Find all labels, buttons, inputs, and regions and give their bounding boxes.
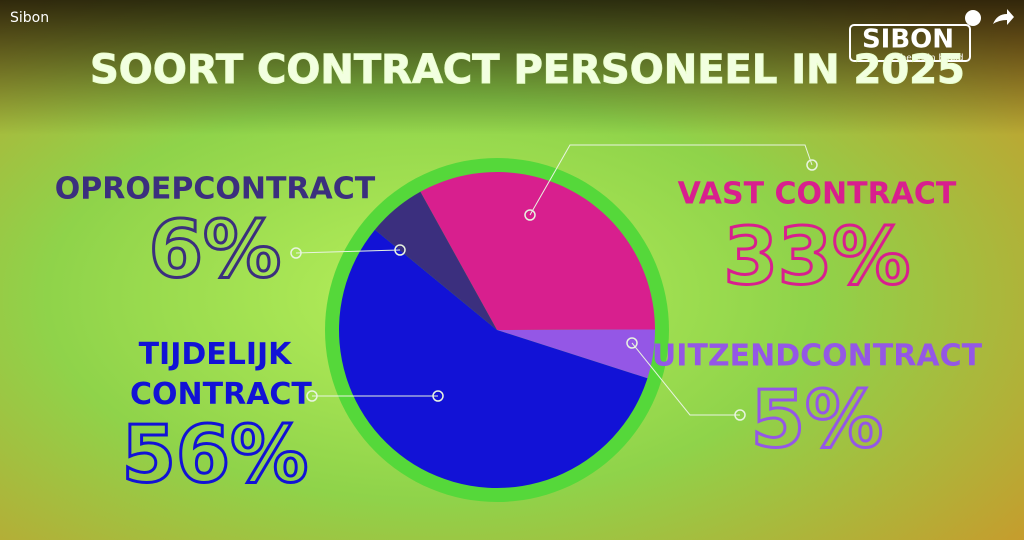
logo-tagline: beter in beeld — [901, 54, 964, 64]
chart-title: SOORT CONTRACT PERSONEEL IN 2025 — [90, 47, 965, 93]
leader-line — [631, 342, 740, 416]
pie-slice — [420, 172, 655, 330]
leader-dot — [524, 209, 536, 221]
leader-dot — [306, 390, 318, 402]
logo: SIBON — [862, 25, 954, 55]
leader-dot — [432, 390, 444, 402]
leader-dot — [290, 247, 302, 259]
category-label-box: TIJDELIJK CONTRACT — [130, 337, 312, 412]
category-label: OPROEPCONTRACT — [55, 172, 376, 207]
watch-later-icon[interactable] — [965, 10, 981, 26]
share-icon[interactable] — [993, 9, 1014, 25]
leader-dot — [394, 244, 406, 256]
pie-slice — [339, 229, 648, 488]
leader-dot — [806, 159, 818, 171]
pie-slice — [497, 329, 655, 379]
leader-line — [295, 249, 401, 254]
leader-dot — [626, 337, 638, 349]
value-label: 33% — [724, 212, 911, 302]
category-label: UITZENDCONTRACT — [652, 339, 983, 374]
logo-frame — [849, 24, 971, 62]
category-label: TIJDELIJK CONTRACT — [130, 337, 312, 412]
value-label: 6% — [149, 205, 281, 295]
value-label: 5% — [751, 375, 883, 465]
channel-name[interactable]: Sibon — [10, 10, 49, 26]
pie-slice — [374, 191, 497, 330]
leader-dot — [734, 409, 746, 421]
category-label: VAST CONTRACT — [678, 177, 957, 212]
leader-line — [529, 144, 813, 216]
value-label: 56% — [122, 410, 309, 500]
